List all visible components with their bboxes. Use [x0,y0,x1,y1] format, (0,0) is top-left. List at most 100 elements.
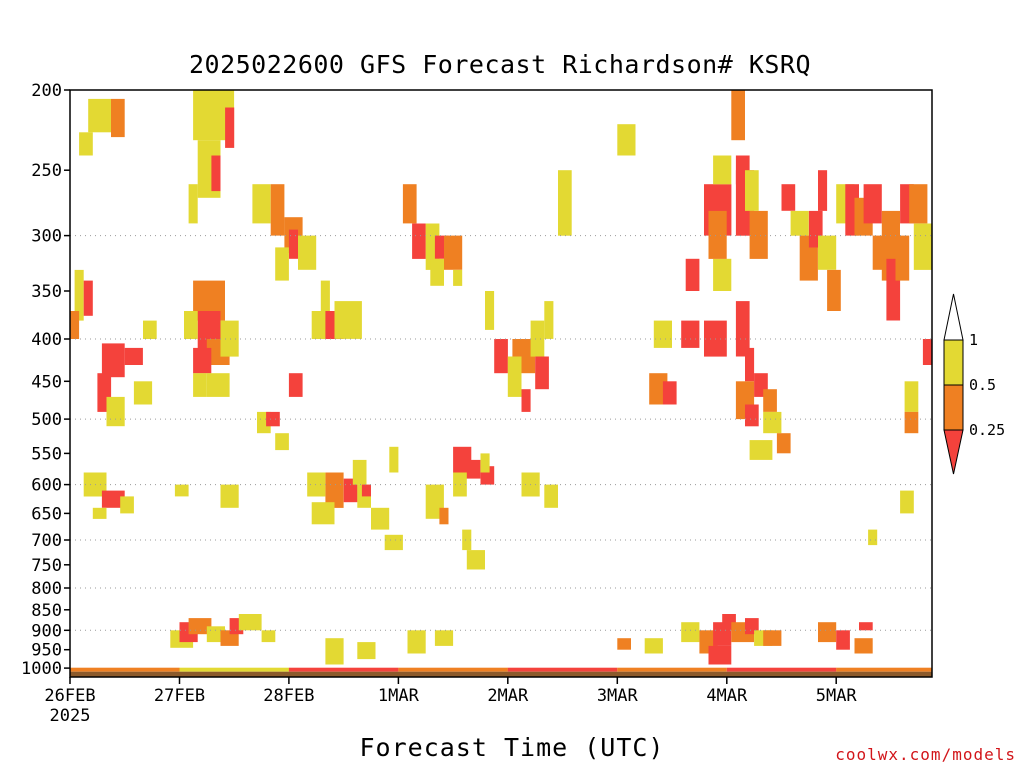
ground-fill [70,671,932,677]
heatmap-cell [859,622,873,631]
heatmap-cell [494,339,508,374]
y-tick-label: 350 [31,282,62,302]
heatmap-cell [106,396,125,427]
surface-band-segment [726,667,837,672]
heatmap-cell [402,184,417,224]
heatmap-cell [708,645,732,665]
heatmap-cell [818,235,837,270]
heatmap-cell [220,484,239,508]
heatmap-cell [781,184,796,211]
x-tick-label: 2MAR [487,686,529,706]
heatmap-cell [745,347,755,382]
colorbar-segment [943,339,964,386]
heatmap-cell [143,320,157,339]
heatmap-cell [913,223,932,270]
heatmap-cell [79,132,93,156]
heatmap-cell [904,381,919,412]
heatmap-cell [745,404,759,427]
heatmap-cell [266,411,280,427]
surface-band-segment [507,667,618,672]
heatmap-cell [430,258,444,286]
surface-band-segment [836,667,932,672]
heatmap-cell [462,529,472,551]
y-axis: 200 250 300 350 400 450 500 550 600 650 700 750 8008… [21,81,70,679]
y-tick-label: 800 [31,579,62,599]
heatmap-cell [763,630,782,646]
heatmap-cell [681,320,700,348]
y-tick-label: 550 [31,444,62,464]
y-tick-label: 300 [31,227,62,247]
heatmap-cell [101,343,125,378]
heatmap-cell [735,301,750,357]
heatmap-cell [101,490,125,508]
heatmap-cell [662,381,677,405]
heatmap-cell [749,210,768,259]
heatmap-cell [900,490,914,514]
colorbar-label: 0.5 [969,376,996,394]
heatmap-cell [617,638,631,650]
heatmap-cell [749,440,773,460]
y-tick-label: 650 [31,504,62,524]
heatmap-cell [288,229,298,259]
heatmap-cell [713,258,732,291]
heatmap-cell [325,638,344,665]
y-tick-label: 900 [31,621,62,641]
heatmap-cell [480,453,490,473]
heatmap-cell [275,247,289,281]
surface-band-segment [617,667,727,672]
heatmap-cell [863,184,882,224]
heatmap-cell [275,433,289,451]
heatmap-cell [193,373,207,397]
heatmap-cell [211,155,221,192]
y-tick-label: 600 [31,476,62,496]
heatmap-cell [818,170,828,211]
heatmap-cell [361,484,371,497]
colorbar-legend: 1 0.5 0.25 [943,293,1005,475]
heatmap-cell [412,223,426,259]
colorbar-top-triangle [943,293,964,341]
heatmap-cell [836,630,850,650]
heatmap-cell [261,630,276,643]
heatmap-cell [453,269,463,286]
y-tick-label: 850 [31,601,62,621]
heatmap-cell [74,269,84,321]
x-tick-label: 27FEB [154,686,205,706]
heatmap-cell [818,622,837,643]
heatmap-cell [311,311,326,339]
heatmap-cell [220,320,239,357]
heatmap-cell [206,373,230,397]
y-tick-label: 400 [31,330,62,350]
heatmap-cell [407,630,426,654]
heatmap-cell [389,446,399,473]
plot-frame [69,89,933,678]
heatmap-cell [352,459,367,485]
heatmap-cell [854,638,873,654]
heatmap-cell [357,642,376,660]
heatmap-cell [252,184,271,224]
heatmap-cell [439,507,449,525]
credit-text: coolwx.com/models [835,745,1016,764]
colorbar-segment [943,384,964,431]
heatmap-cell [485,291,495,330]
heatmap-cell [174,484,189,497]
heatmap-cell [371,507,390,530]
x-tick-label: 26FEB [44,686,95,706]
heatmap-cell [111,98,125,138]
y-tick-label: 750 [31,556,62,576]
heatmap-cell [83,280,93,316]
heatmap-cells [70,90,932,665]
heatmap-cell [298,235,317,270]
heatmap-cell [225,107,235,148]
heatmap-cell [307,472,326,497]
chart-title: 2025022600 GFS Forecast Richardson# KSRQ [188,50,812,79]
heatmap-cell [535,356,549,390]
y-tick-label: 450 [31,372,62,392]
heatmap-cell [453,472,467,497]
heatmap-cell [745,170,759,211]
heatmap-cell [909,184,928,224]
heatmap-cell [776,433,791,454]
colorbar-bottom-triangle [943,429,964,475]
y-tick-label: 500 [31,410,62,430]
